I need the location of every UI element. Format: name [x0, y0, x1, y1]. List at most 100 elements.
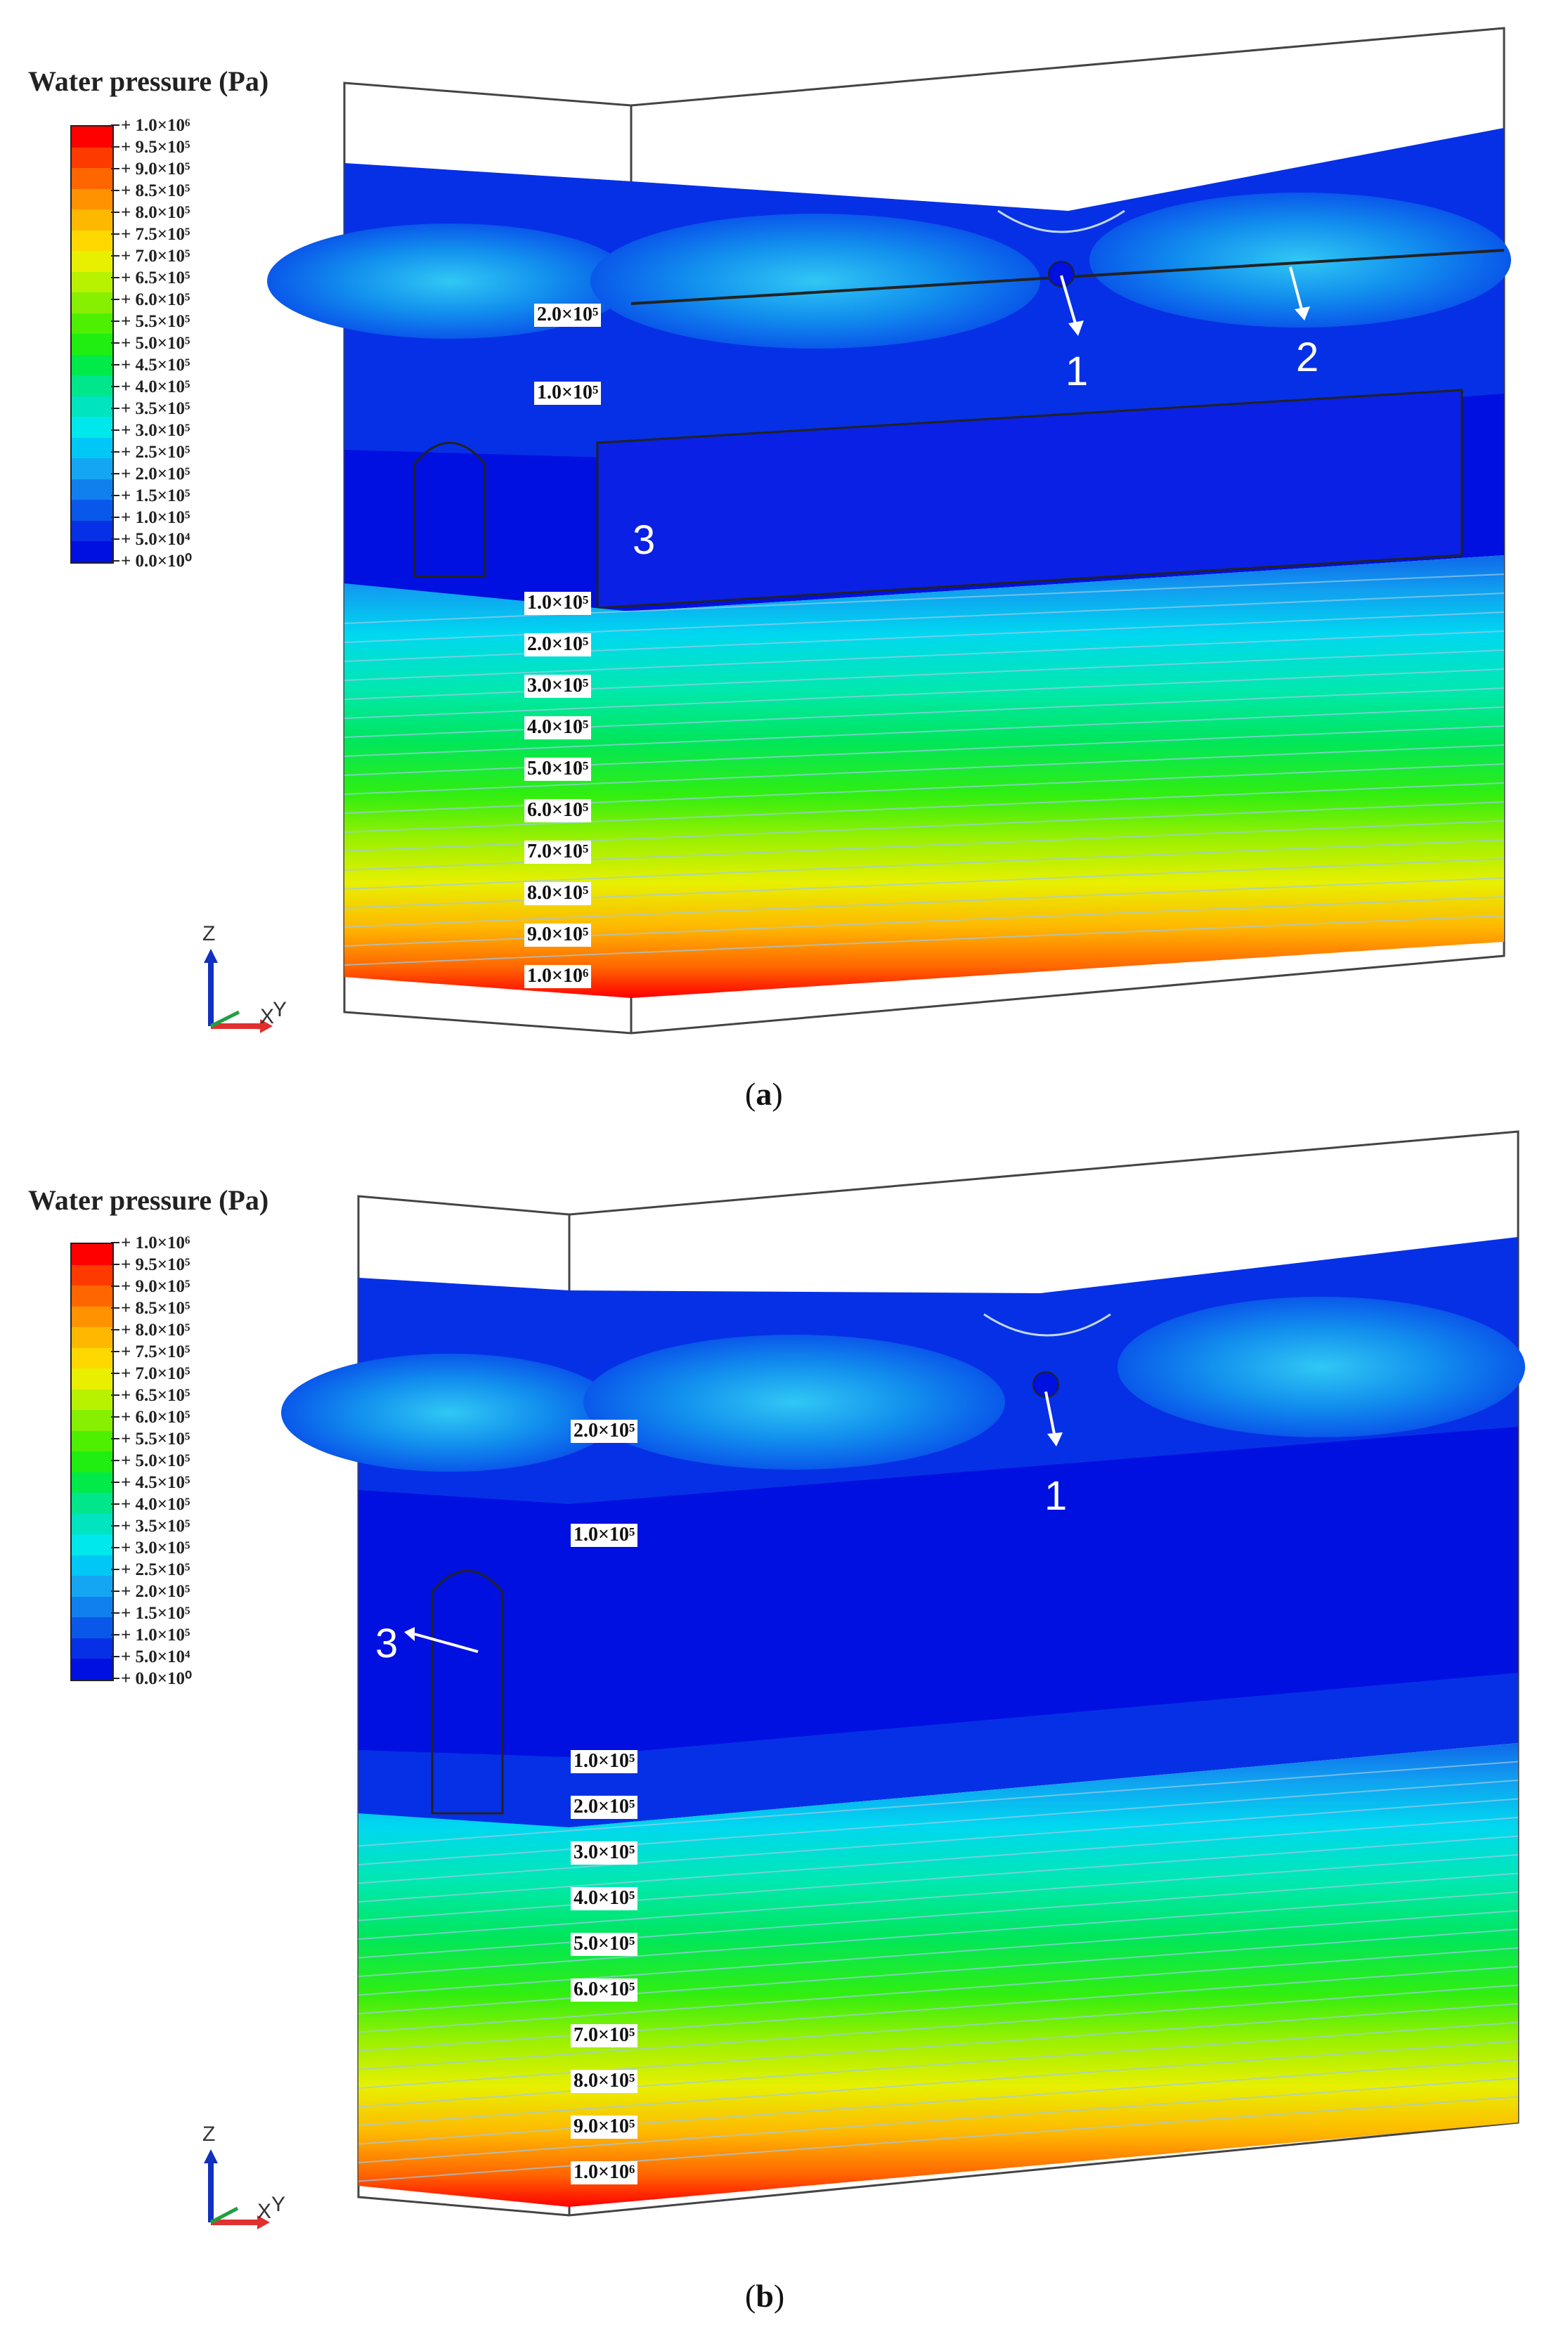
contour-label: 9.0×10⁵ — [524, 924, 592, 947]
legend-swatch — [72, 127, 112, 148]
legend-label: + 1.0×10⁵ — [121, 508, 190, 527]
legend-swatch — [72, 458, 112, 480]
marker-3: 3 — [633, 517, 656, 563]
legend-tick — [111, 1242, 119, 1243]
legend-tick — [111, 1482, 119, 1483]
contour-line — [344, 915, 1505, 966]
contour-line — [344, 668, 1505, 719]
legend-label: + 1.0×10⁶ — [121, 116, 190, 135]
contour-line — [344, 877, 1505, 928]
legend-swatch — [72, 188, 112, 210]
legend-label: + 5.0×10⁴ — [121, 530, 190, 549]
legend-label: + 1.5×10⁵ — [121, 486, 190, 505]
legend-tick — [111, 1329, 119, 1330]
contour-line — [358, 1835, 1519, 1922]
axis-label-x: X — [257, 2200, 272, 2223]
legend-tick — [111, 190, 119, 191]
legend-swatch — [72, 541, 112, 563]
contour-label: 9.0×10⁵ — [571, 2116, 638, 2139]
legend-swatch — [72, 417, 112, 439]
legend-label: + 7.5×10⁵ — [121, 225, 190, 244]
legend-label: + 4.5×10⁵ — [121, 356, 190, 375]
legend-tick — [111, 1678, 119, 1679]
legend-label: + 3.0×10⁵ — [121, 421, 190, 440]
legend-tick — [111, 1547, 119, 1548]
legend-tick — [111, 1416, 119, 1418]
legend-tick — [111, 212, 119, 213]
contour-label: 3.0×10⁵ — [524, 675, 592, 698]
contour-label: 8.0×10⁵ — [524, 882, 592, 905]
contour-line — [344, 574, 1505, 624]
legend-label: + 7.5×10⁵ — [121, 1342, 190, 1361]
legend-label: + 3.0×10⁵ — [121, 1539, 190, 1557]
axis-label-z: Z — [202, 2123, 216, 2146]
contour-line — [358, 1854, 1519, 1940]
legend-label: + 7.0×10⁵ — [121, 247, 190, 266]
contour-line — [358, 1798, 1519, 1884]
contour-line — [344, 630, 1505, 681]
contour-line — [358, 1984, 1519, 2071]
panel-b: Water pressure (Pa) + 1.0×10⁶ + 9.5×10⁵ + … — [0, 1125, 1568, 2332]
legend-swatch — [72, 1638, 112, 1659]
contour-line — [344, 782, 1505, 833]
legend-label: + 8.5×10⁵ — [121, 1299, 190, 1318]
legend-label: + 1.0×10⁶ — [121, 1233, 190, 1252]
legend-label: + 9.5×10⁵ — [121, 1255, 190, 1274]
contour-line — [358, 1780, 1519, 1865]
axis-triad-b — [204, 2149, 270, 2229]
contour-label: 1.0×10⁶ — [524, 965, 592, 988]
legend-swatch — [72, 1472, 112, 1494]
panel-a: Water pressure (Pa) + 1.0×10⁶ + 9.5×10⁵ + … — [0, 0, 1568, 1125]
marker-arrows-b — [404, 1391, 1063, 1653]
legend-tick — [111, 146, 119, 148]
legend-swatch — [72, 230, 112, 252]
contour-line — [358, 2040, 1519, 2126]
contour-line — [344, 839, 1505, 890]
legend-tick — [111, 1591, 119, 1592]
legend-tick — [111, 233, 119, 235]
contour-line — [358, 1891, 1519, 1977]
contour-label: 6.0×10⁵ — [524, 799, 592, 822]
legend-swatch — [72, 1513, 112, 1535]
legend-tick — [111, 277, 119, 278]
legend-label: + 1.5×10⁵ — [121, 1604, 190, 1623]
contour-line — [344, 744, 1505, 795]
legend-label: + 9.5×10⁵ — [121, 138, 190, 157]
legend-label: + 2.5×10⁵ — [121, 443, 190, 462]
contour-label: 1.0×10⁶ — [571, 2161, 638, 2184]
legend-label: + 5.0×10⁴ — [121, 1647, 190, 1666]
contour-label: 4.0×10⁵ — [524, 716, 592, 739]
legend-tick — [111, 1656, 119, 1657]
legend-tick — [111, 168, 119, 169]
contour-label: 1.0×10⁵ — [571, 1524, 638, 1547]
contour-line — [344, 706, 1505, 757]
legend-label: + 2.0×10⁵ — [121, 1582, 190, 1601]
legend-tick — [111, 408, 119, 409]
legend-title: Water pressure (Pa) — [28, 65, 269, 97]
legend-swatch — [72, 1306, 112, 1328]
legend-label: + 4.0×10⁵ — [121, 377, 190, 396]
legend-swatch — [72, 1534, 112, 1556]
legend-swatch — [72, 147, 112, 169]
legend-label: + 6.0×10⁵ — [121, 1408, 190, 1427]
legend-label: + 7.0×10⁵ — [121, 1364, 190, 1383]
legend-swatch — [72, 1576, 112, 1598]
legend-tick — [111, 1503, 119, 1505]
contour-label: 1.0×10⁵ — [571, 1750, 638, 1773]
contour-label: 2.0×10⁵ — [534, 304, 602, 327]
legend-tick — [111, 386, 119, 387]
legend-swatch — [72, 1347, 112, 1369]
marker-1: 1 — [1065, 349, 1089, 394]
legend-tick — [111, 1285, 119, 1287]
legend-tick — [111, 451, 119, 453]
legend-tick — [111, 364, 119, 365]
contour-label: 2.0×10⁵ — [571, 1796, 638, 1819]
legend-swatch — [72, 168, 112, 190]
legend-tick — [111, 342, 119, 344]
legend-tick — [111, 538, 119, 540]
legend-swatch — [72, 1617, 112, 1639]
contour-label: 8.0×10⁵ — [571, 2070, 638, 2093]
legend-label: + 4.0×10⁵ — [121, 1495, 190, 1514]
legend-tick — [111, 1438, 119, 1439]
contour-label: 2.0×10⁵ — [571, 1420, 638, 1443]
